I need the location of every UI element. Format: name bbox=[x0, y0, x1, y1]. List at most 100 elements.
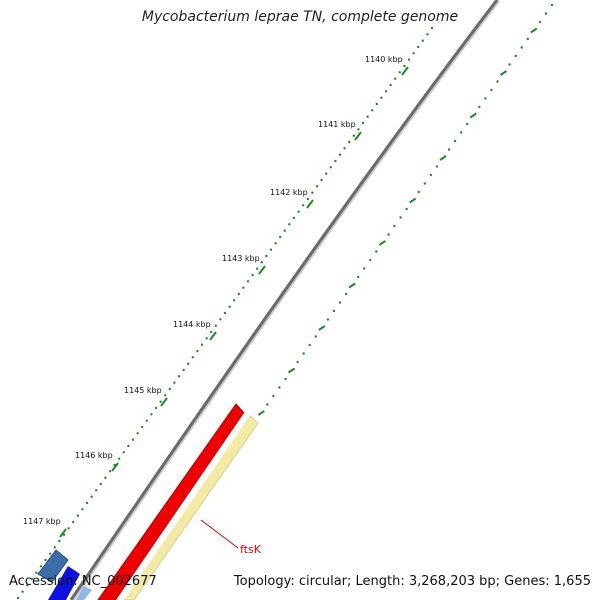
feature-track: ftsK bbox=[37, 403, 262, 600]
tick-dot bbox=[260, 261, 263, 264]
tick-dot bbox=[357, 128, 360, 131]
inner-tick-dot bbox=[357, 275, 360, 279]
inner-major-tick bbox=[378, 240, 386, 246]
inner-tick-dot bbox=[393, 224, 396, 228]
major-tick bbox=[306, 199, 314, 209]
inner-tick-dot bbox=[508, 63, 511, 66]
tick-dot bbox=[302, 204, 305, 207]
tick-dot bbox=[95, 489, 98, 492]
outer-tick-track bbox=[16, 26, 434, 600]
tick-dot bbox=[205, 337, 208, 340]
tick-dot bbox=[288, 223, 291, 226]
inner-tick-dot bbox=[496, 80, 499, 83]
kbp-label: 1146 kbp bbox=[75, 451, 113, 460]
inner-tick-dot bbox=[544, 12, 548, 15]
tick-dot bbox=[219, 318, 222, 321]
tick-dot bbox=[177, 375, 181, 378]
tick-dot bbox=[334, 159, 337, 163]
gene-small-darkblue bbox=[48, 566, 80, 600]
gene-gap bbox=[116, 413, 250, 600]
gene-ftsK-bar bbox=[97, 403, 245, 600]
tick-dot bbox=[325, 172, 328, 175]
tick-dot bbox=[191, 356, 194, 359]
inner-tick-dot bbox=[538, 20, 542, 24]
tick-dot bbox=[85, 501, 89, 505]
kbp-label: 1144 kbp bbox=[173, 320, 211, 329]
backbone-line bbox=[69, 0, 499, 600]
kbp-label: 1140 kbp bbox=[365, 55, 403, 64]
inner-tick-dot bbox=[338, 301, 342, 304]
inner-tick-dot bbox=[369, 258, 372, 262]
inner-tick-dot bbox=[272, 394, 275, 398]
inner-tick-dot bbox=[375, 250, 378, 253]
major-tick bbox=[111, 462, 119, 472]
tick-dot bbox=[49, 552, 52, 555]
tick-dot bbox=[214, 324, 217, 327]
kbp-label: 1141 kbp bbox=[318, 120, 356, 129]
tick-dot bbox=[361, 121, 365, 125]
tick-dot bbox=[187, 362, 190, 365]
tick-dot bbox=[200, 343, 204, 346]
tick-dot bbox=[154, 406, 158, 410]
tick-dot bbox=[306, 197, 309, 201]
tick-dot bbox=[210, 330, 213, 334]
major-tick bbox=[258, 265, 266, 275]
tick-dot bbox=[141, 425, 144, 429]
inner-tick-dot bbox=[387, 233, 390, 236]
inner-tick-dot bbox=[296, 360, 299, 364]
tick-dot bbox=[366, 115, 369, 118]
tick-dot bbox=[104, 476, 107, 479]
inner-tick-dot bbox=[520, 46, 523, 49]
tick-dot bbox=[352, 134, 355, 137]
inner-tick-dot bbox=[459, 131, 463, 134]
tick-dot bbox=[30, 577, 33, 581]
tick-dot bbox=[168, 387, 171, 391]
kbp-label: 1147 kbp bbox=[23, 517, 61, 526]
tick-dot bbox=[403, 64, 406, 68]
tick-dot bbox=[315, 185, 319, 188]
tick-dot bbox=[269, 248, 273, 251]
inner-major-tick bbox=[439, 155, 447, 161]
inner-tick-dot bbox=[514, 54, 517, 58]
inner-tick-dot bbox=[302, 352, 305, 355]
tick-dot bbox=[311, 191, 314, 194]
tick-dot bbox=[159, 400, 162, 403]
tick-dot bbox=[242, 286, 245, 289]
inner-tick-dot bbox=[550, 3, 554, 7]
kbp-label: 1145 kbp bbox=[124, 386, 162, 395]
tick-dot bbox=[136, 432, 139, 435]
tick-dot bbox=[283, 229, 286, 232]
inner-major-tick bbox=[530, 27, 538, 34]
scale-labels: 1140 kbp 1141 kbp 1142 kbp 1143 kbp 1144 kbp… bbox=[23, 55, 403, 526]
inner-tick-dot bbox=[344, 292, 348, 296]
inner-major-tick bbox=[409, 197, 417, 204]
tick-dot bbox=[118, 457, 121, 460]
inner-tick-dot bbox=[266, 403, 269, 406]
tick-dot bbox=[338, 153, 342, 156]
inner-major-tick bbox=[287, 367, 296, 374]
tick-dot bbox=[39, 565, 43, 568]
tick-dot bbox=[173, 381, 176, 384]
tick-dot bbox=[108, 470, 112, 473]
inner-tick-dot bbox=[332, 309, 336, 313]
tick-dot bbox=[375, 102, 378, 106]
inner-tick-dot bbox=[278, 386, 281, 389]
tick-dot bbox=[384, 90, 388, 93]
tick-dot bbox=[35, 571, 38, 574]
tick-dot bbox=[228, 305, 231, 308]
tick-dot bbox=[196, 349, 199, 353]
tick-dot bbox=[417, 45, 420, 49]
tick-dot bbox=[394, 77, 397, 80]
inner-tick-dot bbox=[453, 139, 457, 143]
major-tick bbox=[160, 397, 168, 407]
tick-dot bbox=[44, 558, 47, 562]
inner-tick-dot bbox=[326, 318, 330, 321]
tick-dot bbox=[348, 140, 351, 144]
inner-tick-dot bbox=[363, 267, 366, 270]
inner-tick-dot bbox=[314, 335, 317, 338]
inner-major-tick bbox=[318, 325, 326, 331]
genome-backbone bbox=[69, 0, 500, 600]
tick-dot bbox=[292, 216, 296, 220]
tick-dot bbox=[99, 482, 103, 486]
